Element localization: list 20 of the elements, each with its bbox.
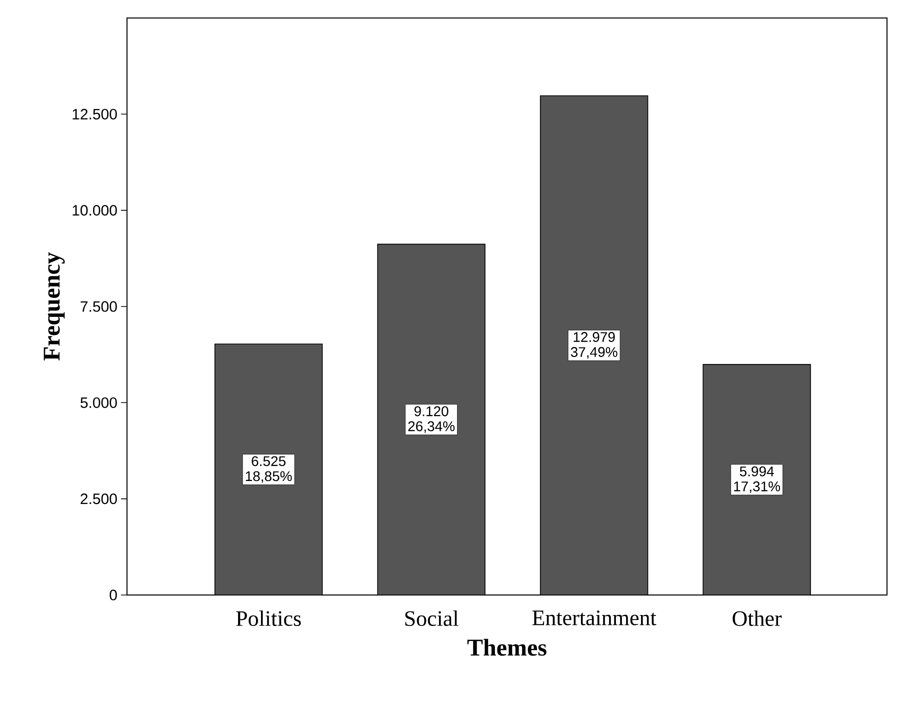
x-axis-title: Themes: [467, 638, 546, 656]
y-tick-label: 0: [110, 590, 117, 600]
data-label: 6.525 18,85%: [246, 456, 292, 483]
bar: [214, 344, 323, 595]
bar: [540, 95, 648, 595]
x-tick-label: Other: [732, 610, 782, 626]
y-tick-label: 5.000: [80, 397, 117, 408]
bar: [377, 244, 486, 595]
data-label: 5.994 17,31%: [734, 466, 780, 493]
y-tick-label: 12.500: [72, 108, 117, 120]
bar: [702, 364, 811, 595]
y-axis-title: Frequency: [44, 252, 65, 361]
x-tick-label: Politics: [236, 610, 301, 626]
data-label: 12.979 37,49%: [570, 332, 618, 359]
y-tick-label: 10.000: [72, 205, 117, 216]
data-label: 9.120 26,34%: [408, 406, 455, 433]
y-tick-label: 7.500: [80, 301, 117, 312]
y-tick-label: 2.500: [80, 494, 117, 504]
x-tick-label: Entertainment: [532, 610, 656, 626]
x-tick-label: Social: [405, 610, 458, 626]
